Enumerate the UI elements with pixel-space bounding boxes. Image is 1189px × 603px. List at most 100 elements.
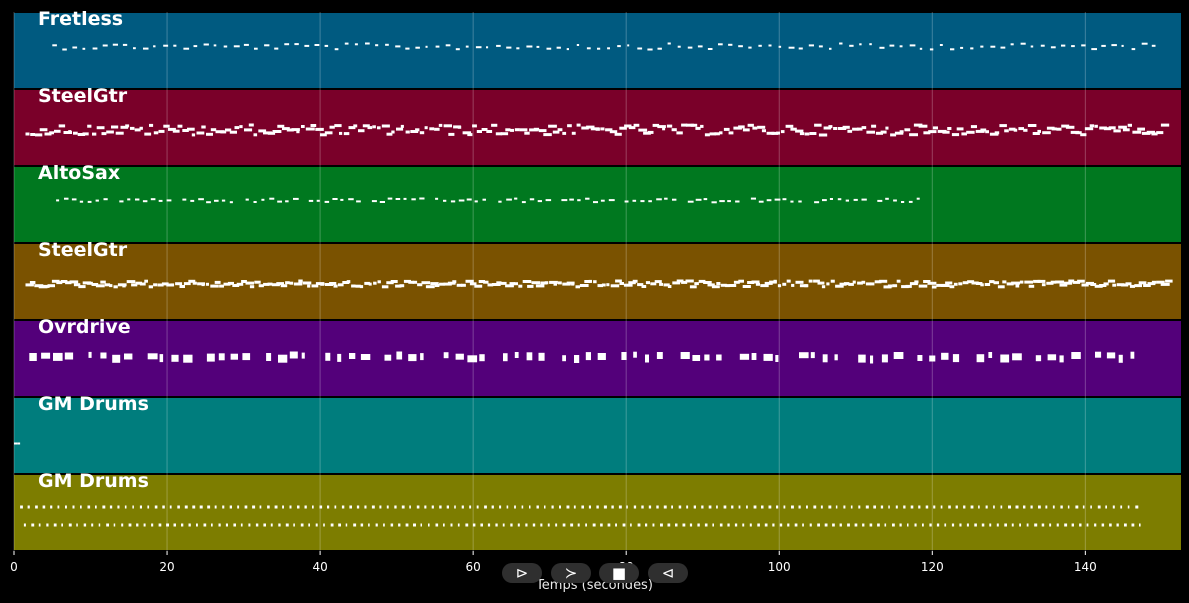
note bbox=[858, 505, 861, 509]
note bbox=[516, 47, 520, 50]
note bbox=[456, 283, 463, 287]
note bbox=[236, 282, 244, 286]
note bbox=[687, 200, 694, 203]
note bbox=[68, 523, 72, 527]
track-lane bbox=[14, 13, 1181, 88]
note bbox=[1156, 131, 1164, 135]
note bbox=[932, 126, 938, 130]
note bbox=[458, 199, 465, 202]
note bbox=[199, 505, 203, 509]
note bbox=[263, 282, 270, 286]
note bbox=[128, 523, 132, 527]
note bbox=[384, 354, 392, 361]
note bbox=[106, 130, 114, 134]
note bbox=[799, 132, 805, 136]
note bbox=[923, 280, 931, 283]
note bbox=[1011, 281, 1020, 285]
stop-button[interactable]: ■ bbox=[599, 563, 639, 583]
note bbox=[159, 354, 164, 363]
note bbox=[386, 132, 393, 136]
note bbox=[894, 131, 904, 135]
note bbox=[324, 283, 334, 286]
note bbox=[368, 523, 370, 527]
note bbox=[976, 354, 985, 363]
note bbox=[291, 128, 300, 132]
note bbox=[396, 127, 404, 131]
note bbox=[296, 130, 300, 134]
note bbox=[1059, 355, 1064, 363]
note bbox=[285, 281, 290, 285]
note bbox=[593, 201, 598, 204]
note bbox=[879, 46, 885, 49]
note bbox=[738, 125, 745, 129]
note bbox=[709, 132, 717, 136]
note bbox=[1000, 505, 1003, 509]
note bbox=[889, 44, 895, 47]
note bbox=[718, 43, 723, 46]
note bbox=[663, 283, 670, 287]
note bbox=[978, 505, 980, 509]
note bbox=[1037, 129, 1041, 133]
note bbox=[95, 199, 99, 202]
note bbox=[716, 505, 718, 509]
note bbox=[505, 128, 511, 132]
note bbox=[852, 127, 859, 131]
note bbox=[377, 126, 381, 130]
note bbox=[254, 280, 261, 284]
note bbox=[134, 128, 141, 132]
note bbox=[937, 129, 947, 133]
note bbox=[571, 131, 576, 135]
note bbox=[364, 505, 367, 509]
note bbox=[218, 523, 221, 527]
note bbox=[343, 132, 350, 136]
note bbox=[711, 201, 717, 204]
note bbox=[783, 505, 786, 509]
note bbox=[526, 352, 533, 361]
note bbox=[1089, 124, 1095, 128]
note bbox=[989, 280, 995, 284]
note bbox=[1084, 127, 1094, 131]
note bbox=[345, 523, 348, 527]
note bbox=[435, 523, 439, 527]
note bbox=[161, 282, 169, 286]
note bbox=[1020, 42, 1026, 45]
fast-forward-button[interactable]: ≻ bbox=[551, 563, 591, 583]
note bbox=[334, 48, 339, 51]
note bbox=[645, 354, 649, 363]
note bbox=[109, 284, 113, 288]
note bbox=[465, 279, 474, 283]
rewind-button[interactable]: ⊲ bbox=[648, 563, 688, 583]
x-tick-label: 120 bbox=[921, 560, 944, 574]
note bbox=[535, 284, 545, 288]
note bbox=[971, 281, 979, 285]
play-button[interactable]: ⊳ bbox=[502, 563, 542, 583]
note bbox=[951, 523, 955, 527]
note bbox=[111, 125, 119, 129]
note bbox=[126, 280, 136, 284]
note bbox=[929, 48, 934, 51]
note bbox=[830, 279, 835, 283]
note bbox=[1101, 523, 1105, 527]
note bbox=[603, 505, 607, 509]
note bbox=[356, 505, 360, 509]
note bbox=[294, 43, 299, 46]
note bbox=[773, 279, 777, 283]
note bbox=[712, 523, 714, 527]
note bbox=[476, 505, 479, 509]
note bbox=[272, 130, 282, 133]
note bbox=[198, 198, 204, 201]
note bbox=[562, 131, 567, 135]
note bbox=[514, 128, 520, 132]
note bbox=[1134, 284, 1142, 288]
note bbox=[425, 285, 435, 289]
track-label: GM Drums bbox=[38, 393, 149, 415]
note bbox=[1116, 283, 1125, 287]
note bbox=[607, 47, 610, 50]
note bbox=[845, 199, 849, 202]
note bbox=[308, 523, 310, 527]
note bbox=[960, 46, 964, 49]
note bbox=[302, 281, 312, 285]
note bbox=[609, 130, 618, 134]
note bbox=[579, 284, 589, 287]
note bbox=[1041, 523, 1045, 527]
